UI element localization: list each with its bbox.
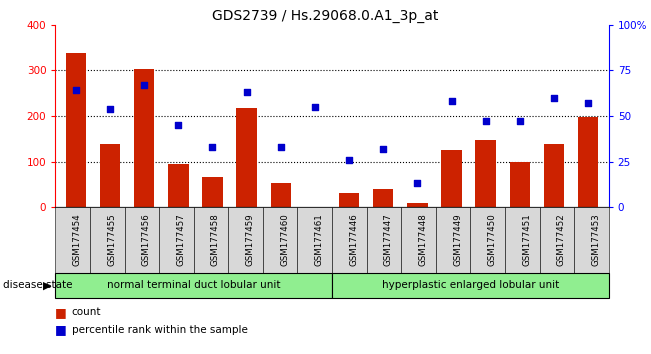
Text: GSM177451: GSM177451 [522, 213, 531, 266]
Point [583, 100, 594, 106]
Text: GSM177457: GSM177457 [176, 213, 186, 266]
Point [139, 82, 149, 88]
Text: GSM177459: GSM177459 [245, 213, 255, 266]
Text: GSM177460: GSM177460 [280, 213, 289, 266]
Text: GSM177448: GSM177448 [419, 213, 428, 266]
Point [412, 181, 422, 186]
Point [480, 119, 491, 124]
Bar [578, 117, 598, 207]
Text: GSM177455: GSM177455 [107, 213, 117, 266]
Bar [475, 139, 496, 207]
Text: GSM177458: GSM177458 [211, 213, 220, 266]
Point [173, 122, 184, 128]
Bar [373, 189, 393, 207]
Text: GSM177447: GSM177447 [384, 213, 393, 266]
Text: GDS2739 / Hs.29068.0.A1_3p_at: GDS2739 / Hs.29068.0.A1_3p_at [212, 9, 439, 23]
Text: GSM177452: GSM177452 [557, 213, 566, 266]
Bar [510, 161, 530, 207]
Point [275, 144, 286, 150]
Point [515, 119, 525, 124]
Bar [544, 144, 564, 207]
Text: GSM177446: GSM177446 [350, 213, 358, 266]
Bar [441, 150, 462, 207]
Text: ▶: ▶ [43, 280, 52, 290]
Text: count: count [72, 307, 101, 317]
Text: ■: ■ [55, 306, 67, 319]
Point [105, 106, 115, 112]
Text: normal terminal duct lobular unit: normal terminal duct lobular unit [107, 280, 281, 290]
Point [310, 104, 320, 110]
Point [344, 157, 354, 162]
Bar [168, 164, 189, 207]
Point [242, 90, 252, 95]
Text: ■: ■ [55, 324, 67, 336]
Text: hyperplastic enlarged lobular unit: hyperplastic enlarged lobular unit [381, 280, 559, 290]
Bar [339, 193, 359, 207]
Bar [407, 204, 428, 207]
Bar [236, 108, 257, 207]
Bar [202, 177, 223, 207]
Text: percentile rank within the sample: percentile rank within the sample [72, 325, 247, 335]
Point [70, 87, 81, 93]
Text: GSM177461: GSM177461 [314, 213, 324, 266]
Text: GSM177454: GSM177454 [73, 213, 81, 266]
Text: GSM177453: GSM177453 [591, 213, 600, 266]
Point [447, 98, 457, 104]
Text: disease state: disease state [3, 280, 73, 290]
Text: GSM177450: GSM177450 [488, 213, 497, 266]
Bar [271, 183, 291, 207]
Text: GSM177449: GSM177449 [453, 213, 462, 266]
Bar [66, 53, 86, 207]
Bar [100, 144, 120, 207]
Point [207, 144, 217, 150]
Bar [134, 69, 154, 207]
Text: GSM177456: GSM177456 [142, 213, 151, 266]
Point [549, 95, 559, 101]
Point [378, 146, 389, 152]
